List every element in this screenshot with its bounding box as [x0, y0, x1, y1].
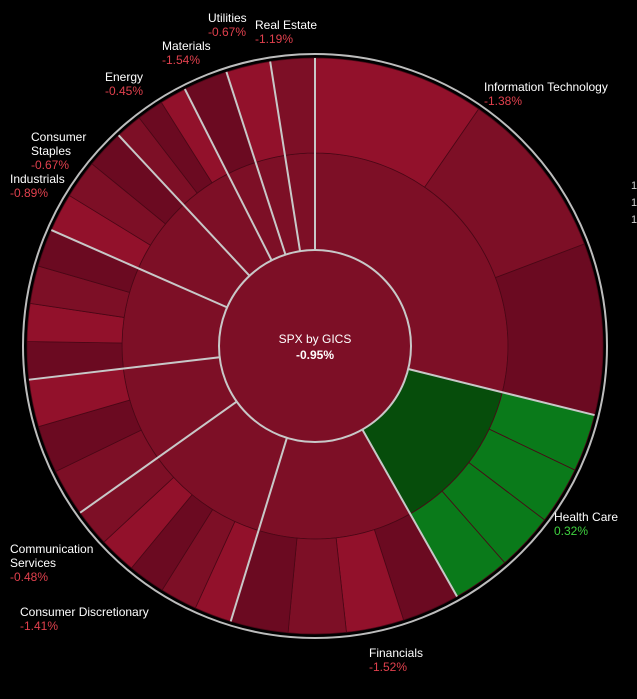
- sector-industrials[interactable]: [26, 229, 228, 381]
- sector-divider: [407, 368, 595, 417]
- sector-divider: [28, 356, 220, 381]
- sector-energy[interactable]: [118, 88, 273, 277]
- edge-number-3: 1: [631, 214, 637, 226]
- center-total-change: -0.95%: [296, 348, 334, 362]
- label-consumer-discretionary[interactable]: Consumer Discretionary -1.41%: [20, 605, 149, 633]
- label-financials[interactable]: Financials -1.52%: [369, 646, 424, 674]
- sector-financials[interactable]: [230, 428, 458, 635]
- sector-divider: [117, 134, 251, 277]
- label-industrials[interactable]: Industrials -0.89%: [10, 172, 65, 200]
- industry-slice-financials-3[interactable]: [287, 537, 347, 635]
- sector-information-technology[interactable]: [314, 57, 604, 416]
- label-utilities[interactable]: Utilities -0.67%: [208, 11, 247, 39]
- sector-divider: [225, 71, 287, 255]
- label-health-care[interactable]: Health Care 0.32%: [554, 510, 619, 538]
- sector-divider: [361, 429, 458, 598]
- center-title: SPX by GICS: [279, 332, 352, 346]
- sector-communication-services[interactable]: [28, 356, 238, 514]
- label-information-technology[interactable]: Information Technology -1.38%: [484, 80, 608, 108]
- label-consumer-staples[interactable]: Consumer Staples -0.67%: [31, 130, 87, 172]
- sector-consumer-discretionary[interactable]: [79, 401, 288, 622]
- edge-number-1: 1: [631, 180, 637, 192]
- sector-consumer-staples[interactable]: [50, 134, 251, 308]
- sector-divider: [79, 400, 238, 514]
- outer-rim: [22, 53, 608, 639]
- label-energy[interactable]: Energy -0.45%: [105, 70, 144, 98]
- label-real-estate[interactable]: Real Estate -1.19%: [255, 18, 318, 46]
- center-disc[interactable]: [218, 249, 412, 443]
- label-materials[interactable]: Materials -1.54%: [162, 39, 211, 67]
- sector-divider: [229, 437, 288, 622]
- sector-divider: [183, 88, 273, 261]
- label-communication-services[interactable]: Communication Services -0.48%: [10, 542, 94, 584]
- sector-divider: [50, 229, 228, 309]
- edge-number-2: 1: [631, 197, 637, 209]
- sector-divider: [269, 61, 302, 252]
